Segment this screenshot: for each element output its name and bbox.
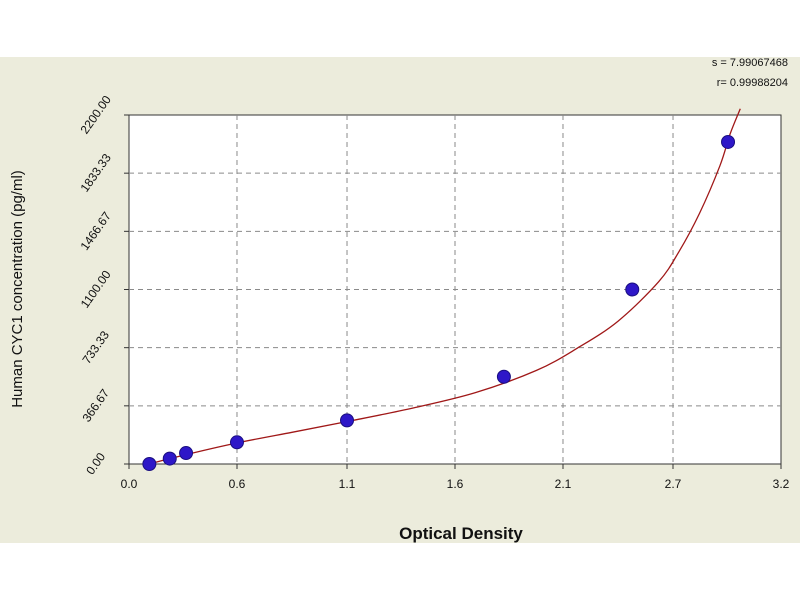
x-tick-label: 0.6 (229, 477, 246, 491)
y-axis-label: Human CYC1 concentration (pg/ml) (9, 170, 26, 408)
x-tick-label: 1.1 (339, 477, 356, 491)
data-point (229, 435, 244, 450)
x-tick-label: 2.1 (555, 477, 572, 491)
y-tick-label: 1466.67 (78, 209, 115, 253)
data-point (721, 134, 736, 149)
data-point (142, 457, 157, 471)
standard-curve-chart: 0.00 366.67 733.33 1100.00 1466.67 1833.33 220… (9, 57, 790, 543)
y-tick-label: 733.33 (79, 328, 112, 366)
annotation-s: s = 7.99067468 (712, 57, 788, 69)
data-point (496, 369, 511, 384)
x-tick-label: 1.6 (447, 477, 464, 491)
y-tick-label: 1100.00 (78, 268, 114, 311)
y-tick-label: 0.00 (83, 450, 108, 477)
fit-curve (146, 108, 741, 464)
y-tick-label: 366.67 (79, 386, 112, 424)
annotation-r: r= 0.99988204 (717, 77, 788, 89)
data-point (179, 446, 194, 461)
y-tick-label: 1833.33 (78, 151, 115, 195)
x-tick-label: 0.0 (121, 477, 138, 491)
x-tick-label: 3.2 (773, 477, 790, 491)
data-point (162, 451, 177, 466)
y-tick-label: 2200.00 (78, 93, 115, 137)
data-point (625, 282, 640, 297)
chart-frame: 0.00 366.67 733.33 1100.00 1466.67 1833.33 220… (0, 57, 800, 543)
data-point (340, 413, 355, 428)
x-tick-label: 2.7 (665, 477, 682, 491)
x-axis-label: Optical Density (399, 524, 523, 543)
